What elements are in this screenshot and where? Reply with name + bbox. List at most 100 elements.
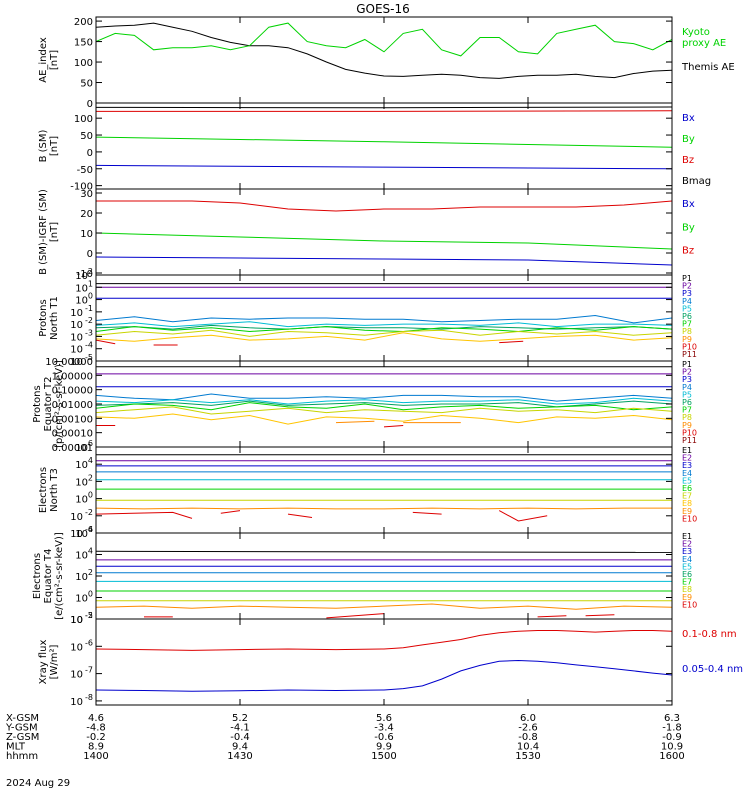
- ytick-label: 0.00010: [52, 429, 93, 440]
- ephemeris-value: 5.2: [232, 713, 248, 724]
- panel-ee-series: [96, 550, 672, 619]
- legend-label: P4: [682, 383, 692, 392]
- y-axis-label: [nT]: [49, 50, 60, 70]
- ytick-label: 0.10000: [52, 386, 93, 397]
- y-axis-label: [W/m²]: [49, 644, 60, 679]
- ytick-label: 10: [70, 345, 83, 356]
- legend-label: E1: [682, 532, 692, 541]
- series-ee-e8: [96, 603, 672, 610]
- ytick-exponent: -2: [85, 316, 93, 325]
- legend-label: P7: [682, 406, 692, 415]
- legend-label: P5: [682, 304, 692, 313]
- ytick-label: 10: [75, 283, 88, 294]
- series-pn-p5: [96, 321, 672, 328]
- ephemeris-value: 4.6: [88, 713, 104, 724]
- ytick-label: 0.01000: [52, 400, 93, 411]
- legend-label: E6: [682, 484, 692, 493]
- ytick-label: 0.00001: [52, 443, 93, 454]
- ytick-exponent: 4: [88, 456, 93, 465]
- ytick-label: 10: [70, 642, 83, 653]
- ytick-label: 10: [70, 615, 83, 626]
- ephemeris-row-label: Y-GSM: [5, 723, 38, 734]
- ephemeris-value: -0.9: [662, 732, 682, 743]
- series-bigrf-bx: [96, 256, 672, 266]
- series-xray-0-1-0-8-nm: [96, 630, 672, 651]
- legend-label: 0.05-0.4 nm: [682, 664, 743, 675]
- series-bigrf-bz: [96, 200, 672, 212]
- ytick-label: 100: [74, 58, 93, 69]
- ytick-exponent: -5: [85, 353, 93, 362]
- legend-label: P8: [682, 413, 692, 422]
- ephemeris-value: 8.9: [88, 742, 104, 753]
- series-ae-kyoto-proxy-ae: [96, 22, 672, 57]
- ytick-exponent: -6: [85, 638, 93, 647]
- ytick-label: 10: [75, 460, 88, 471]
- legend-label: E7: [682, 492, 692, 501]
- series-pn-p7: [96, 326, 672, 333]
- series-ae-themis-ae: [96, 22, 672, 79]
- ephemeris-value: -4.8: [86, 723, 106, 734]
- series-pe-p9: [96, 413, 672, 425]
- y-axis-label: [nT]: [49, 222, 60, 242]
- ytick-exponent: 0: [88, 292, 93, 301]
- series-xray-0-05-0-4-nm: [96, 659, 672, 692]
- ytick-exponent: -4: [85, 341, 93, 350]
- legend-label: E5: [682, 476, 692, 485]
- ytick-exponent: -3: [85, 328, 93, 337]
- legend-label: Bx: [682, 113, 695, 124]
- legend-label: By: [682, 134, 695, 145]
- y-axis-label: Equator T2: [43, 377, 54, 432]
- legend-label: E6: [682, 570, 692, 579]
- series-en-e9: [96, 510, 548, 522]
- legend-label: Bmag: [682, 176, 711, 187]
- ytick-label: 20: [80, 209, 93, 220]
- y-axis-label: B (SM): [38, 129, 49, 162]
- ephemeris-value: 9.9: [376, 742, 392, 753]
- ytick-label: -100: [70, 182, 93, 193]
- legend-label: P5: [682, 390, 692, 399]
- ephemeris-value: 5.6: [376, 713, 392, 724]
- legend-label: E10: [682, 514, 697, 523]
- ytick-label: 10: [70, 529, 83, 540]
- legend-label: P2: [682, 282, 692, 291]
- legend-label: P8: [682, 327, 692, 336]
- series-pe-p8: [96, 406, 672, 415]
- ephemeris-axis: X-GSM 4.6 5.2 5.6 6.0 6.3 Y-GSM -4.8 -4.1 -3.4 -2.…: [5, 713, 685, 762]
- legend-label: P10: [682, 428, 697, 437]
- ephemeris-value: -0.2: [86, 732, 106, 743]
- y-axis-label: Xray flux: [38, 640, 49, 685]
- legend-label: P7: [682, 320, 692, 329]
- y-axis-label: [nT]: [49, 136, 60, 156]
- legend-label: Kyoto: [682, 27, 710, 38]
- ytick-label: 10: [70, 357, 83, 368]
- ytick-label: 10: [75, 551, 88, 562]
- legend-label: E2: [682, 454, 692, 463]
- ytick-label: 10: [70, 332, 83, 343]
- legend-label: E10: [682, 600, 697, 609]
- ytick-exponent: 0: [88, 491, 93, 500]
- series-pe-p4: [96, 393, 672, 402]
- ephemeris-value: 10.9: [661, 742, 683, 753]
- ytick-label: 10: [70, 670, 83, 681]
- y-axis-label: Equator T4: [43, 549, 54, 604]
- ephemeris-value: -4.1: [230, 723, 250, 734]
- legend-label: P2: [682, 368, 692, 377]
- legend-label: P4: [682, 297, 692, 306]
- ytick-label: 10: [75, 594, 88, 605]
- legend-label: proxy AE: [682, 38, 726, 49]
- legend-label: 0.1-0.8 nm: [682, 629, 737, 640]
- legend-label: P1: [682, 360, 692, 369]
- ytick-label: -10: [77, 269, 93, 280]
- legend-label: E5: [682, 562, 692, 571]
- ytick-exponent: 4: [88, 547, 93, 556]
- ytick-exponent: -8: [85, 693, 93, 702]
- ytick-label: 10: [75, 495, 88, 506]
- y-axis-label: Electrons: [32, 553, 43, 599]
- panel-xray-series: [96, 630, 672, 692]
- legend-label: E8: [682, 585, 692, 594]
- ytick-exponent: -7: [85, 666, 93, 675]
- ytick-label: 10: [75, 296, 88, 307]
